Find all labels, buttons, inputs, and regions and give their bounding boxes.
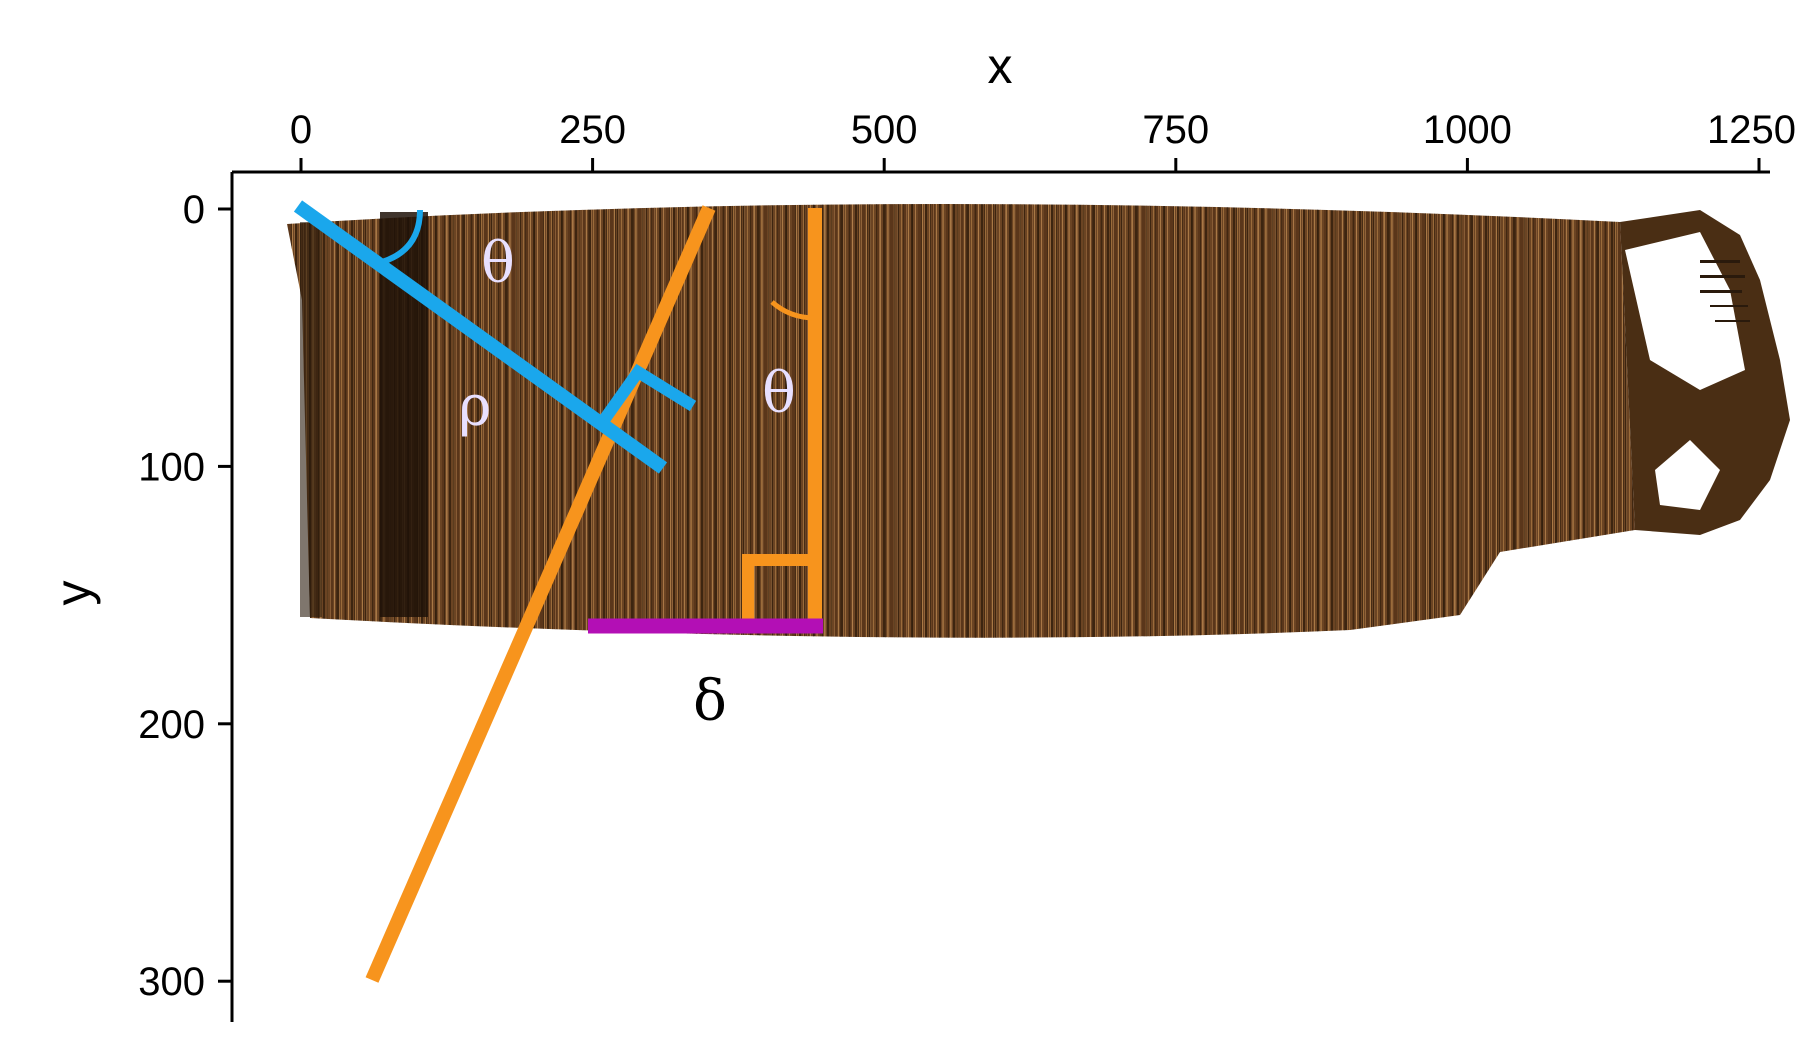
theta-label-blue: θ	[481, 231, 515, 296]
normal-line-rho	[293, 200, 668, 474]
theta-label-orange: θ	[762, 361, 796, 426]
theta-arc-orange	[770, 300, 816, 321]
y-axis-title: y	[45, 581, 101, 606]
rho-label: ρ	[459, 374, 492, 439]
x-tick-label: 1250	[1707, 108, 1796, 152]
x-tick-label: 250	[559, 108, 626, 152]
y-tick-label: 100	[138, 445, 205, 489]
geometry-overlay	[293, 200, 823, 983]
axes: 0 250 500 750 1000 1250 0 100 200 300 x y	[45, 38, 1796, 1022]
wood-sample-image	[287, 203, 1790, 638]
theta-arc-blue	[381, 209, 423, 265]
right-angle-marker-blue	[599, 363, 697, 424]
y-tick-label: 200	[138, 703, 205, 747]
x-tick-label: 500	[851, 108, 918, 152]
right-angle-marker-orange	[742, 554, 808, 628]
y-tick-label: 0	[183, 188, 205, 232]
wood-broken-edge	[1620, 210, 1790, 535]
wood-edge-band	[300, 222, 322, 617]
x-tick-label: 750	[1142, 108, 1209, 152]
wood-body-grain	[287, 203, 1635, 638]
hough-line	[365, 205, 716, 983]
x-tick-label: 1000	[1423, 108, 1512, 152]
x-ticks: 0 250 500 750 1000 1250	[290, 108, 1796, 172]
delta-label: δ	[693, 669, 727, 734]
x-axis-title: x	[988, 38, 1013, 94]
x-tick-label: 0	[290, 108, 312, 152]
y-ticks: 0 100 200 300	[138, 188, 232, 1004]
y-tick-label: 300	[138, 960, 205, 1004]
